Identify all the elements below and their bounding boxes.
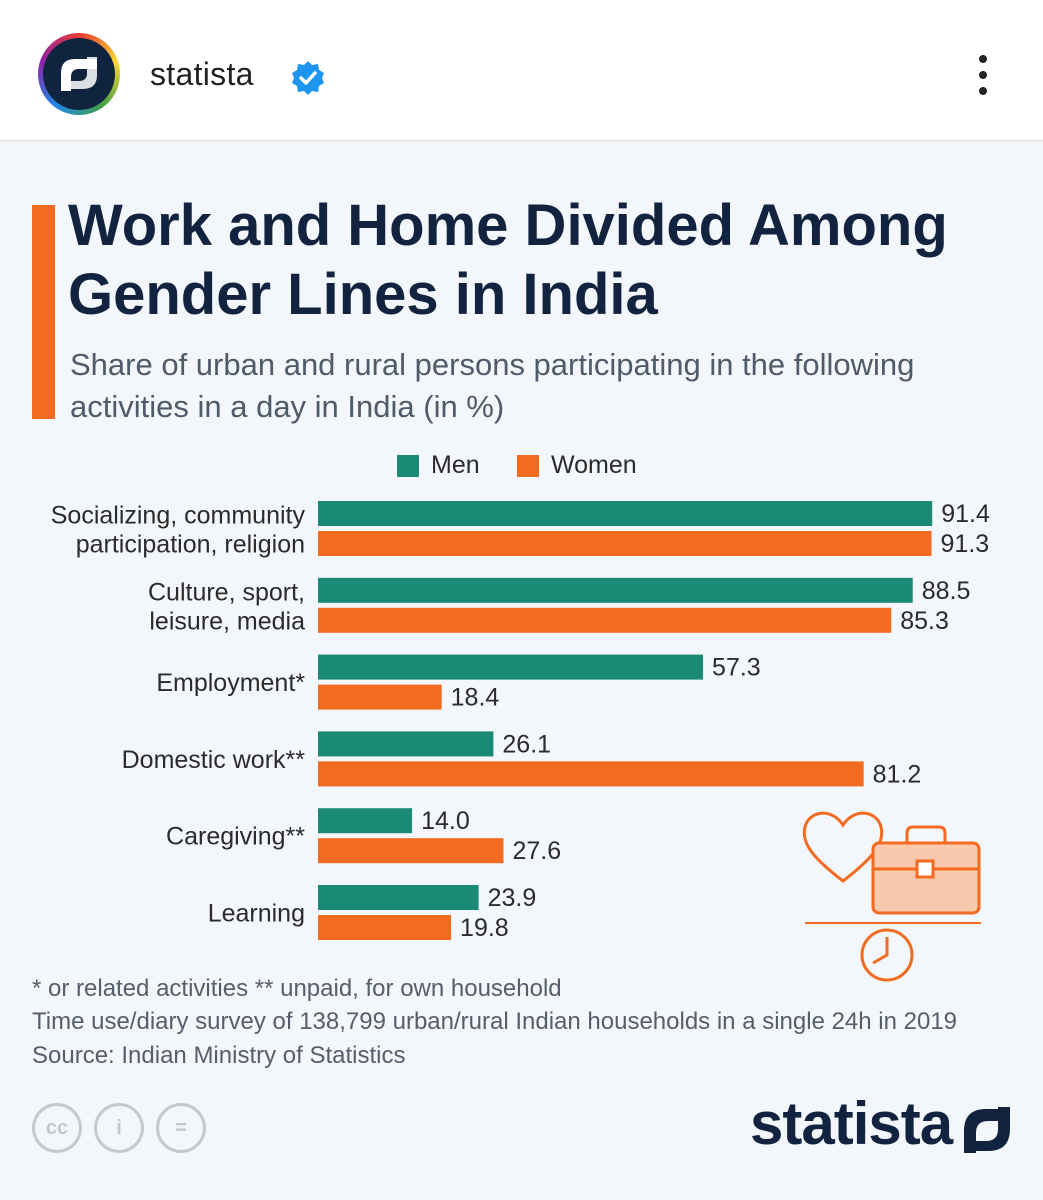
- category-label: leisure, media: [149, 607, 305, 635]
- bar-men: [318, 885, 479, 910]
- value-label-women: 19.8: [460, 914, 509, 942]
- bar-men: [318, 501, 933, 526]
- more-vertical-icon[interactable]: [968, 50, 998, 100]
- post-header: statista: [0, 0, 1043, 141]
- bar-women: [318, 838, 504, 864]
- no-derivatives-icon[interactable]: =: [156, 1103, 206, 1153]
- legend-label-women: Women: [551, 451, 637, 479]
- title-accent-bar: [32, 205, 55, 419]
- category-label: participation, religion: [76, 531, 305, 559]
- value-label-men: 14.0: [421, 807, 470, 835]
- value-label-women: 91.3: [941, 530, 990, 558]
- statista-logo-icon: [43, 38, 115, 110]
- value-label-men: 91.4: [941, 500, 990, 528]
- value-label-men: 26.1: [502, 730, 551, 758]
- value-label-women: 18.4: [451, 684, 500, 712]
- legend-swatch-men: [397, 455, 419, 477]
- bar-men: [318, 577, 913, 603]
- infographic-card: Work and Home Divided Among Gender Lines…: [0, 141, 1043, 1200]
- verified-badge-icon: [292, 61, 324, 95]
- bar-men: [318, 654, 704, 680]
- bar-women: [318, 531, 932, 556]
- bar-women: [318, 915, 452, 940]
- value-label-men: 88.5: [922, 577, 971, 605]
- value-label-women: 85.3: [900, 607, 949, 635]
- footnote-asterisks: * or related activities ** unpaid, for o…: [32, 975, 562, 1002]
- statista-logo-icon: [964, 1107, 1010, 1153]
- heart-briefcase-clock-icon: [802, 811, 981, 982]
- cc-license-icon[interactable]: cc: [32, 1103, 82, 1153]
- bar-chart: Socializing, community participation, rel…: [0, 491, 1043, 951]
- chart-subtitle: Share of urban and rural persons partici…: [70, 347, 915, 424]
- value-label-women: 27.6: [512, 837, 561, 865]
- chart-title: Work and Home Divided Among Gender Lines…: [68, 193, 948, 327]
- category-label: Employment*: [156, 669, 305, 697]
- value-label-women: 81.2: [873, 760, 922, 788]
- category-label: Culture, sport,: [148, 578, 305, 606]
- bar-men: [318, 731, 494, 757]
- license-icons: cc i =: [32, 1103, 212, 1153]
- attribution-icon[interactable]: i: [94, 1103, 144, 1153]
- legend-swatch-women: [517, 455, 539, 477]
- bar-women: [318, 761, 864, 787]
- account-name[interactable]: statista: [150, 56, 254, 92]
- category-label: Socializing, community: [51, 502, 306, 530]
- brand-wordmark: statista: [750, 1090, 953, 1157]
- category-label: Learning: [208, 900, 305, 928]
- bar-men: [318, 808, 413, 834]
- category-label: Caregiving**: [166, 823, 305, 851]
- legend-label-men: Men: [431, 451, 480, 479]
- avatar[interactable]: [38, 33, 120, 115]
- footnote-source: Source: Indian Ministry of Statistics: [32, 1042, 406, 1069]
- bar-women: [318, 607, 892, 633]
- category-label: Domestic work**: [122, 746, 306, 774]
- bar-women: [318, 684, 442, 710]
- value-label-men: 23.9: [488, 884, 537, 912]
- value-label-men: 57.3: [712, 654, 761, 682]
- footnote-survey: Time use/diary survey of 138,799 urban/r…: [32, 1008, 958, 1035]
